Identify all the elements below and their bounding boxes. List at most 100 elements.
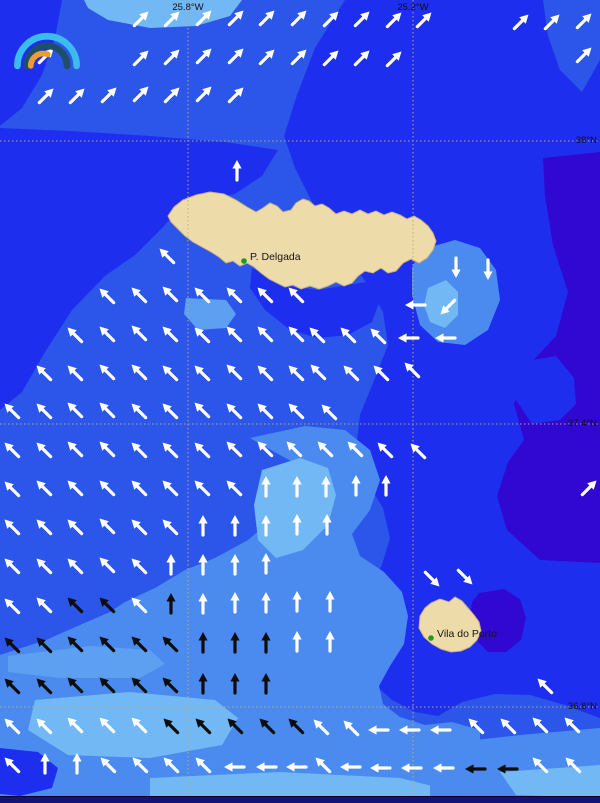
wave-direction-arrow	[381, 475, 391, 497]
wave-direction-arrow	[131, 403, 148, 420]
wave-direction-arrow	[532, 757, 549, 774]
wave-direction-arrow	[483, 258, 493, 280]
sea-state-region-lightest	[254, 458, 336, 558]
wave-direction-arrow	[4, 637, 21, 654]
wave-direction-arrow	[162, 286, 179, 303]
wave-direction-arrow	[226, 480, 243, 497]
wave-direction-arrow	[226, 403, 243, 420]
wave-direction-arrow	[500, 718, 517, 735]
wave-direction-arrow	[532, 717, 549, 734]
wave-direction-arrow	[340, 327, 357, 344]
wave-direction-arrow	[131, 717, 148, 734]
wave-direction-arrow	[99, 402, 116, 419]
wave-direction-arrow	[398, 333, 420, 343]
wave-direction-arrow	[261, 476, 271, 498]
bottom-bar	[0, 796, 600, 803]
wave-direction-arrow	[99, 288, 116, 305]
wave-direction-arrow	[258, 10, 275, 27]
wave-direction-arrow	[40, 753, 50, 775]
wave-direction-arrow	[377, 442, 394, 459]
wave-direction-arrow	[67, 402, 84, 419]
wave-direction-arrow	[99, 364, 116, 381]
wave-direction-arrow	[198, 515, 208, 537]
wave-direction-arrow	[226, 287, 243, 304]
place-marker	[241, 258, 247, 264]
sea-state-region-dark	[512, 356, 576, 424]
wave-direction-arrow	[415, 12, 432, 29]
sea-state-region-lightest	[500, 765, 600, 798]
wave-direction-arrow	[370, 328, 387, 345]
wave-direction-arrow	[257, 365, 274, 382]
sea-state-region-deep	[470, 589, 526, 652]
wave-direction-arrow	[575, 47, 592, 64]
wave-direction-arrow	[67, 677, 84, 694]
wave-direction-arrow	[195, 757, 212, 774]
wave-direction-arrow	[131, 677, 148, 694]
wave-direction-arrow	[67, 441, 84, 458]
wave-direction-arrow	[131, 558, 148, 575]
island	[418, 596, 482, 653]
wave-direction-arrow	[261, 515, 271, 537]
wave-direction-arrow	[99, 480, 116, 497]
wave-direction-arrow	[575, 13, 592, 30]
wave-direction-arrow	[227, 87, 244, 104]
wave-direction-arrow	[230, 515, 240, 537]
wave-direction-arrow	[100, 757, 117, 774]
wave-direction-arrow	[198, 554, 208, 576]
wave-direction-arrow	[198, 593, 208, 615]
wave-direction-arrow	[292, 514, 302, 536]
wave-direction-arrow	[340, 762, 362, 772]
wave-direction-arrow	[257, 326, 274, 343]
wave-direction-arrow	[288, 287, 305, 304]
wave-direction-arrow	[162, 442, 179, 459]
wave-direction-arrow	[373, 365, 390, 382]
wave-direction-arrow	[4, 481, 21, 498]
wave-direction-arrow	[131, 519, 148, 536]
wave-direction-arrow	[99, 597, 116, 614]
wave-direction-arrow	[321, 404, 338, 421]
sea-state-region-lighter	[184, 298, 236, 330]
wave-direction-arrow	[385, 51, 402, 68]
wave-direction-arrow	[162, 519, 179, 536]
wave-direction-arrow	[131, 364, 148, 381]
wave-direction-arrow	[224, 762, 246, 772]
wave-direction-arrow	[227, 48, 244, 65]
wave-direction-arrow	[433, 763, 455, 773]
wave-direction-arrow	[227, 718, 244, 735]
wave-direction-arrow	[4, 519, 21, 536]
wave-direction-arrow	[99, 326, 116, 343]
wave-direction-arrow	[322, 50, 339, 67]
wave-direction-arrow	[4, 442, 21, 459]
wave-direction-arrow	[131, 287, 148, 304]
wave-direction-arrow	[565, 757, 582, 774]
wave-direction-arrow	[194, 327, 211, 344]
wave-direction-arrow	[226, 364, 243, 381]
wave-direction-arrow	[36, 442, 53, 459]
wave-direction-arrow	[430, 725, 452, 735]
wave-direction-arrow	[198, 673, 208, 695]
wave-direction-arrow	[404, 362, 421, 379]
wave-direction-arrow	[309, 327, 326, 344]
wave-direction-arrow	[4, 598, 21, 615]
wave-direction-arrow	[321, 476, 331, 498]
logo-middle-arc	[23, 42, 71, 70]
rainbow-arcs-logo	[14, 33, 80, 70]
wave-direction-arrow	[261, 632, 271, 654]
wave-direction-arrow	[162, 326, 179, 343]
wave-direction-arrow	[4, 678, 21, 695]
wave-direction-arrow	[261, 592, 271, 614]
wave-direction-arrow	[162, 480, 179, 497]
wave-direction-arrow	[132, 757, 149, 774]
wave-direction-arrow	[325, 631, 335, 653]
wave-direction-arrow	[4, 757, 21, 774]
wave-direction-arrow	[163, 87, 180, 104]
wave-direction-arrow	[99, 557, 116, 574]
wave-direction-arrow	[401, 763, 423, 773]
wave-direction-arrow	[290, 49, 307, 66]
logo-outer-arc	[14, 33, 80, 70]
wave-direction-arrow	[67, 327, 84, 344]
wave-direction-arrow	[288, 403, 305, 420]
wave-direction-arrow	[512, 14, 529, 31]
wave-direction-arrow	[286, 441, 303, 458]
